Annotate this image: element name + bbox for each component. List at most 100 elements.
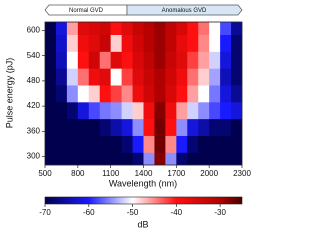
heatmap-cell [187,136,198,153]
heatmap-cell [144,152,155,169]
x-axis-label: Wavelength (nm) [109,178,177,188]
heatmap-cell [220,18,231,35]
heatmap-cell [122,51,133,68]
heatmap-cell [111,18,122,35]
heatmap-cell [45,136,56,153]
colorbar [45,197,242,204]
heatmap-cell [67,35,78,52]
heatmap-cell [78,102,89,119]
heatmap-cell [231,85,242,102]
heatmap-cell [100,136,111,153]
heatmap-cell [231,152,242,169]
heatmap-cell [122,35,133,52]
heatmap-cell [78,152,89,169]
heatmap-cell [89,18,100,35]
heatmap-cell [165,35,176,52]
y-tick-label: 600 [27,26,41,35]
heatmap-cell [133,136,144,153]
heatmap-cell [122,68,133,85]
heatmap-cell [165,152,176,169]
x-tick-label: 2000 [200,169,218,178]
heatmap-cell [165,102,176,119]
heatmap-cell [100,51,111,68]
heatmap-cell [111,35,122,52]
heatmap-cell [67,51,78,68]
colorbar-tick-label: -40 [171,208,183,217]
heatmap-cell [176,152,187,169]
heatmap-cell [133,102,144,119]
heatmap-cell [209,18,220,35]
heatmap-cell [154,35,165,52]
x-tick-label: 2300 [233,169,251,178]
heatmap-cell [187,85,198,102]
annotation: Anomalous GVD [162,8,207,14]
heatmap-cell [231,136,242,153]
x-tick-label: 1700 [167,169,185,178]
heatmap-cell [144,18,155,35]
heatmap-cell [198,51,209,68]
heatmap-cell [220,51,231,68]
x-tick-label: 500 [38,169,52,178]
heatmap-cell [165,51,176,68]
heatmap-cell [78,18,89,35]
heatmap-cell [122,136,133,153]
heatmap-cell [78,68,89,85]
heatmap-cell [56,136,67,153]
heatmap-cell [176,136,187,153]
heatmap-cell [89,136,100,153]
heatmap-cell [111,68,122,85]
heatmap-cell [220,136,231,153]
heatmap-cell [144,85,155,102]
heatmap-cell [67,68,78,85]
heatmap-cell [154,85,165,102]
heatmap-cell [220,102,231,119]
heatmap-cell [122,85,133,102]
heatmap-cell [154,119,165,136]
heatmap-cell [122,119,133,136]
colorbar-tick-label: -30 [214,208,226,217]
heatmap-cell [78,136,89,153]
heatmap-cell [133,152,144,169]
heatmap-cell [133,51,144,68]
heatmap-cell [122,152,133,169]
heatmap-cell [187,119,198,136]
heatmap-cell [209,85,220,102]
heatmap-cell [209,51,220,68]
heatmap-cell [56,68,67,85]
y-tick-label: 540 [27,51,41,60]
heatmap-cell [89,85,100,102]
y-tick-label: 480 [27,76,41,85]
chart: Normal GVD Anomalous GVD Wavelength (nm)… [0,0,263,242]
heatmap-cell [133,85,144,102]
heatmap-cell [198,102,209,119]
heatmap-cell [220,119,231,136]
heatmap-cell [231,18,242,35]
heatmap-cell [154,102,165,119]
heatmap-cell [45,68,56,85]
heatmap-cell [144,102,155,119]
heatmap-cell [165,68,176,85]
heatmap-cell [67,85,78,102]
heatmap-cell [198,136,209,153]
heatmap-cell [67,136,78,153]
heatmap-cell [144,68,155,85]
heatmap-cell [100,35,111,52]
heatmap-cell [154,51,165,68]
heatmap-cell [45,152,56,169]
heatmap-cell [187,102,198,119]
y-tick-label: 300 [27,152,41,161]
heatmap-cell [187,35,198,52]
heatmap-cell [89,119,100,136]
heatmap-cell [231,68,242,85]
heatmap-cell [133,18,144,35]
heatmap-cell [111,152,122,169]
heatmap-cell [187,18,198,35]
heatmap-cell [231,35,242,52]
heatmap-cell [67,119,78,136]
heatmap-cell [209,35,220,52]
heatmap-cell [89,35,100,52]
x-tick-label: 1400 [135,169,153,178]
heatmap-cell [122,18,133,35]
heatmap-cell [45,102,56,119]
heatmap-cell [78,35,89,52]
